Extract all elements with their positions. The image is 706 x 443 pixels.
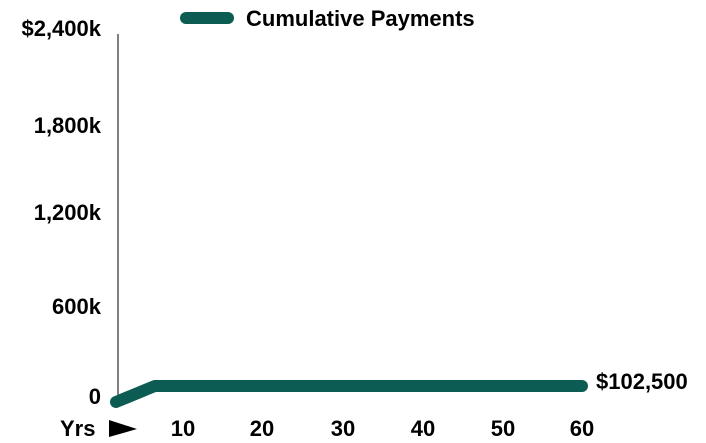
legend-label: Cumulative Payments	[246, 6, 475, 31]
x-tick-label: 60	[570, 416, 594, 441]
series-line-cumulative-payments	[110, 380, 588, 408]
y-tick-label: 1,200k	[34, 200, 102, 225]
x-axis-label: Yrs	[60, 416, 95, 441]
x-tick-label: 20	[250, 416, 274, 441]
y-tick-label: 1,800k	[34, 113, 102, 138]
x-tick-label: 10	[171, 416, 195, 441]
y-tick-label: $2,400k	[21, 16, 101, 41]
x-tick-labels: 10 20 30 40 50 60	[171, 416, 594, 441]
x-tick-label: 30	[331, 416, 355, 441]
x-tick-label: 40	[411, 416, 435, 441]
y-tick-label: 600k	[52, 294, 102, 319]
series-end-label: $102,500	[596, 369, 688, 394]
x-tick-label: 50	[491, 416, 515, 441]
y-tick-label: 0	[89, 384, 101, 409]
right-triangle-arrow-icon	[109, 420, 137, 437]
y-tick-labels: 0 600k 1,200k 1,800k $2,400k	[21, 16, 101, 409]
